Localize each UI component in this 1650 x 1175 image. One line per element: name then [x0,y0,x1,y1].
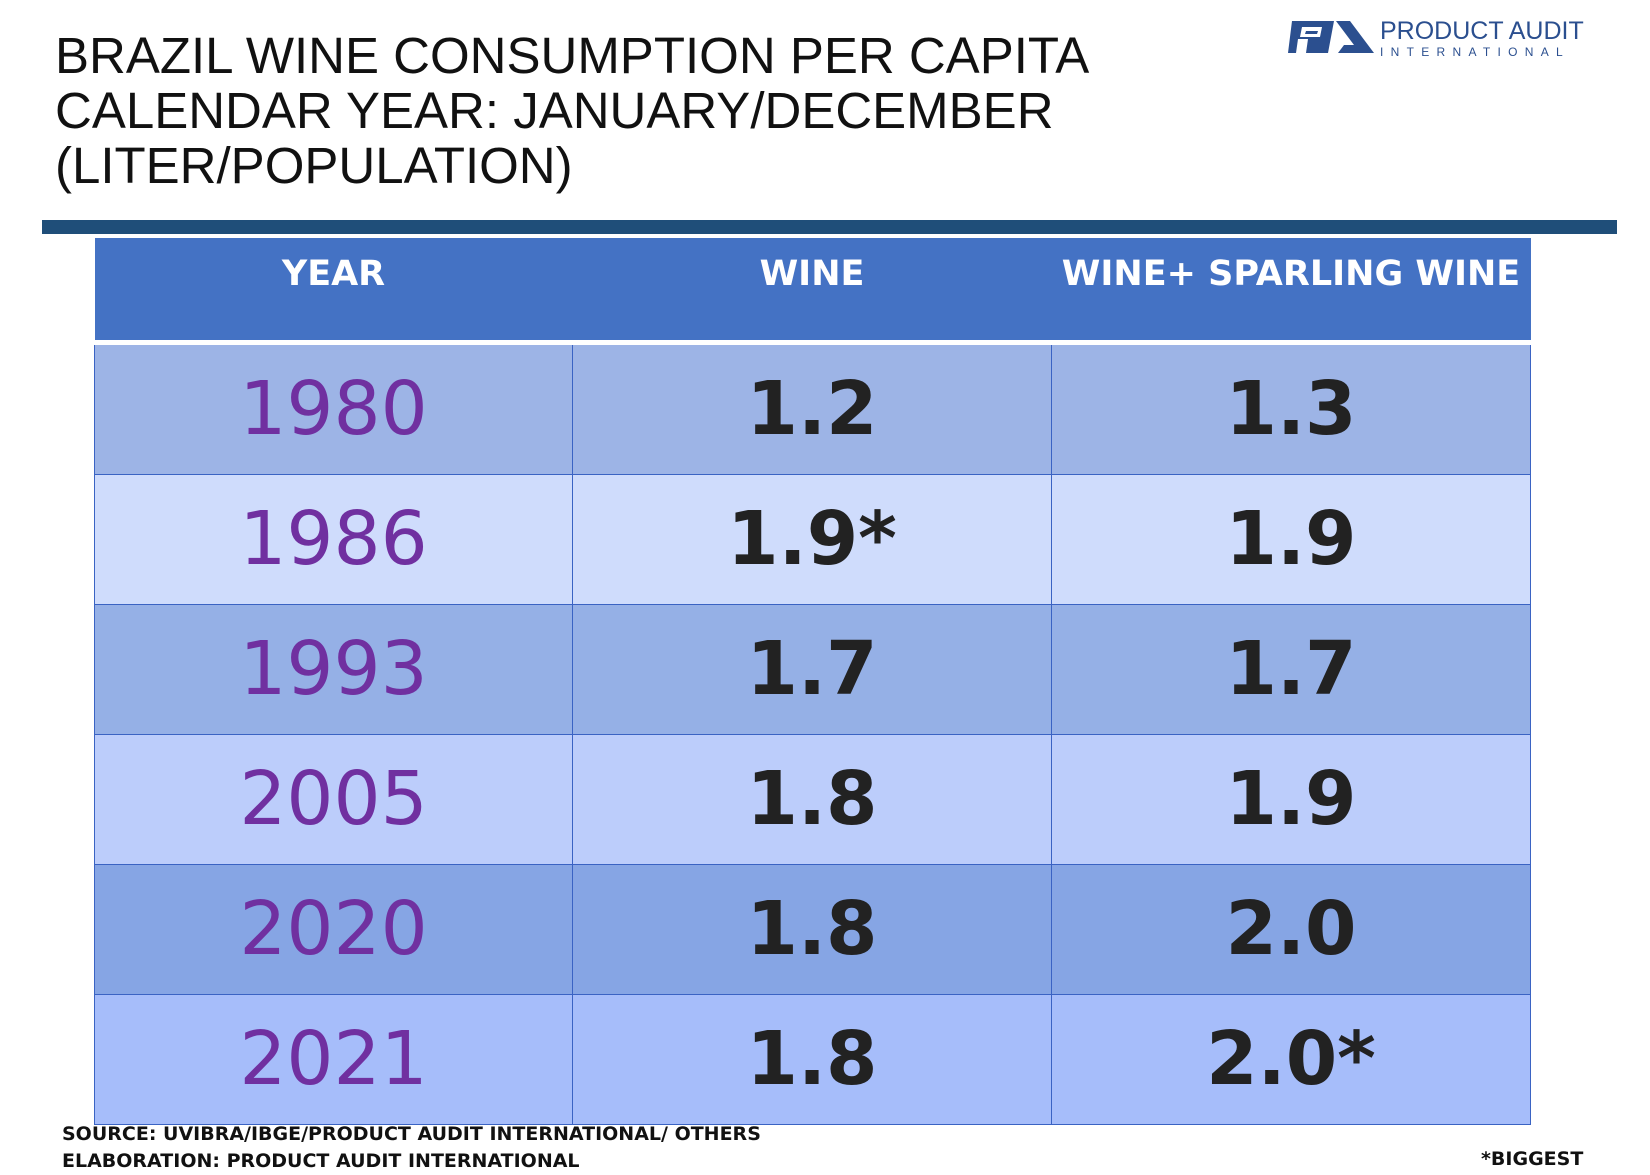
table-row: 1980 1.2 1.3 [94,341,1531,475]
wine-sparkling-cell: 1.3 [1051,341,1531,475]
year-cell: 1980 [94,341,573,475]
header-year: YEAR [94,238,573,345]
table-row: 1993 1.7 1.7 [94,603,1531,735]
wine-cell: 1.7 [572,603,1052,735]
company-logo: PRODUCT AUDIT INTERNATIONAL [1288,17,1588,59]
logo-name: PRODUCT AUDIT [1380,17,1584,45]
wine-cell: 1.9* [572,473,1052,605]
biggest-footnote: *BIGGEST [1481,1148,1584,1170]
year-cell: 2021 [94,993,573,1125]
wine-sparkling-cell: 1.7 [1051,603,1531,735]
wine-sparkling-cell: 1.9 [1051,473,1531,605]
page-title: BRAZIL WINE CONSUMPTION PER CAPITA CALEN… [55,28,1089,193]
elaboration-line: ELABORATION: PRODUCT AUDIT INTERNATIONAL [62,1150,580,1172]
table-row: 1986 1.9* 1.9 [94,473,1531,605]
wine-sparkling-cell: 1.9 [1051,733,1531,865]
header-wine-sparkling: WINE+ SPARLING WINE [1051,238,1531,345]
table-header-row: YEAR WINE WINE+ SPARLING WINE [94,238,1531,345]
logo-mark-icon [1288,21,1374,53]
wine-cell: 1.8 [572,863,1052,995]
wine-cell: 1.8 [572,733,1052,865]
table-row: 2021 1.8 2.0* [94,993,1531,1125]
consumption-table: YEAR WINE WINE+ SPARLING WINE 1980 1.2 1… [94,238,1531,1125]
table-row: 2020 1.8 2.0 [94,863,1531,995]
wine-sparkling-cell: 2.0 [1051,863,1531,995]
title-line-1: BRAZIL WINE CONSUMPTION PER CAPITA [55,27,1090,84]
year-cell: 1986 [94,473,573,605]
title-line-3: (LITER/POPULATION) [55,137,573,194]
title-line-2: CALENDAR YEAR: JANUARY/DECEMBER [55,82,1054,139]
source-line: SOURCE: UVIBRA/IBGE/PRODUCT AUDIT INTERN… [62,1123,761,1145]
wine-cell: 1.8 [572,993,1052,1125]
table-row: 2005 1.8 1.9 [94,733,1531,865]
year-cell: 2020 [94,863,573,995]
wine-sparkling-cell: 2.0* [1051,993,1531,1125]
logo-subtitle: INTERNATIONAL [1380,45,1571,59]
year-cell: 1993 [94,603,573,735]
wine-cell: 1.2 [572,341,1052,475]
source-note: SOURCE: UVIBRA/IBGE/PRODUCT AUDIT INTERN… [62,1121,761,1175]
header-wine: WINE [572,238,1052,345]
title-divider [42,220,1617,234]
year-cell: 2005 [94,733,573,865]
